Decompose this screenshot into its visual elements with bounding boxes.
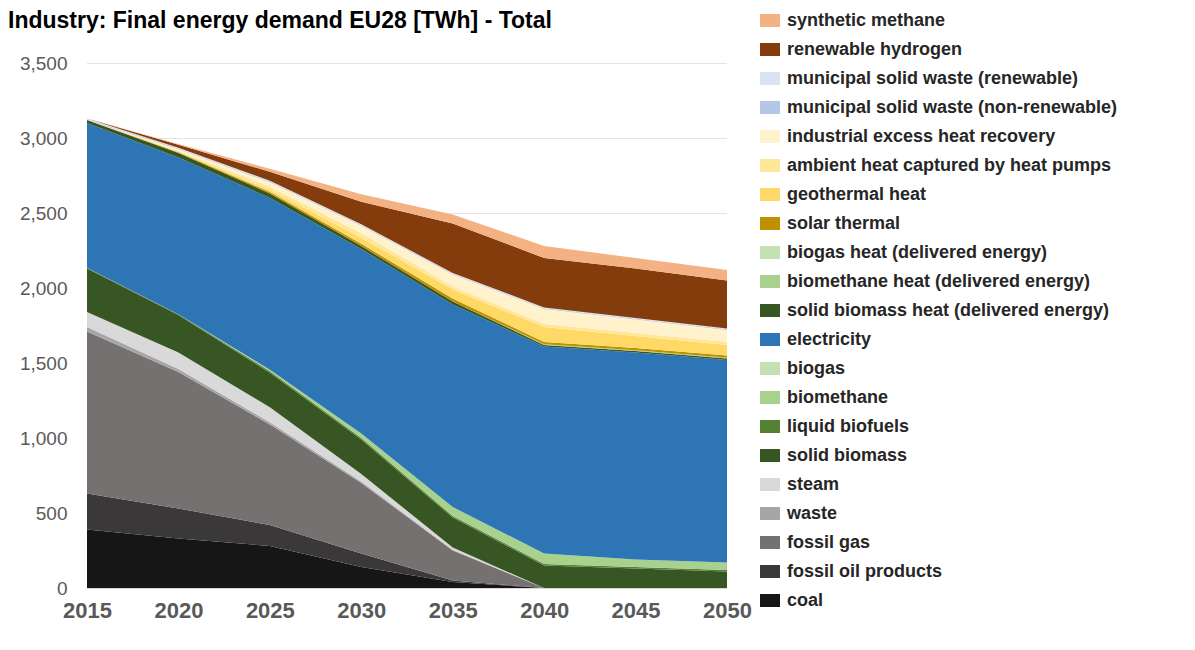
html-text:solar thermal: solar thermal: [787, 213, 900, 233]
svg-text:1,500: 1,500: [20, 353, 68, 374]
html-text:Industry: Final energy demand: Industry: Final energy demand EU28 [TWh]…: [8, 7, 552, 33]
html-text:coal: coal: [787, 590, 823, 610]
svg-text:2050: 2050: [703, 598, 752, 623]
svg-text:2,000: 2,000: [20, 278, 68, 299]
svg-text:2030: 2030: [337, 598, 386, 623]
svg-text:2045: 2045: [612, 598, 661, 623]
svg-text:3,000: 3,000: [20, 128, 68, 149]
html-text:biogas heat (delivered energy): biogas heat (delivered energy): [787, 242, 1048, 262]
html-text:solid biomass: solid biomass: [787, 445, 907, 465]
html-text:industrial excess heat recover: industrial excess heat recovery: [787, 126, 1056, 146]
html-text:geothermal heat: geothermal heat: [787, 184, 926, 204]
html-text:waste: waste: [787, 503, 837, 523]
html-text:electricity: electricity: [787, 329, 872, 349]
svg-text:2025: 2025: [246, 598, 295, 623]
html-text:solid biomass heat (delivered: solid biomass heat (delivered energy): [787, 300, 1110, 320]
html-text:liquid biofuels: liquid biofuels: [787, 416, 909, 436]
svg-text:2035: 2035: [429, 598, 478, 623]
html-text:municipal solid waste (non-ren: municipal solid waste (non-renewable): [787, 97, 1118, 117]
svg-text:2040: 2040: [520, 598, 569, 623]
svg-text:1,000: 1,000: [20, 428, 68, 449]
html-text:biogas: biogas: [787, 358, 845, 378]
html-text:biomethane heat (delivered ene: biomethane heat (delivered energy): [787, 271, 1091, 291]
html-text:ambient heat captured by heat: ambient heat captured by heat pumps: [787, 155, 1112, 175]
svg-text:500: 500: [36, 503, 68, 524]
svg-text:2,500: 2,500: [20, 203, 68, 224]
html-text:biomethane: biomethane: [787, 387, 888, 407]
html-text:renewable hydrogen: renewable hydrogen: [787, 39, 962, 59]
svg-text:3,500: 3,500: [20, 53, 68, 74]
html-text:synthetic methane: synthetic methane: [787, 10, 945, 30]
svg-text:2015: 2015: [63, 598, 112, 623]
svg-text:0: 0: [57, 578, 68, 599]
html-text:fossil oil products: fossil oil products: [787, 561, 942, 581]
html-text:steam: steam: [787, 474, 839, 494]
svg-text:2020: 2020: [154, 598, 203, 623]
html-text:municipal solid waste (renewab: municipal solid waste (renewable): [787, 68, 1079, 88]
html-text:fossil gas: fossil gas: [787, 532, 870, 552]
